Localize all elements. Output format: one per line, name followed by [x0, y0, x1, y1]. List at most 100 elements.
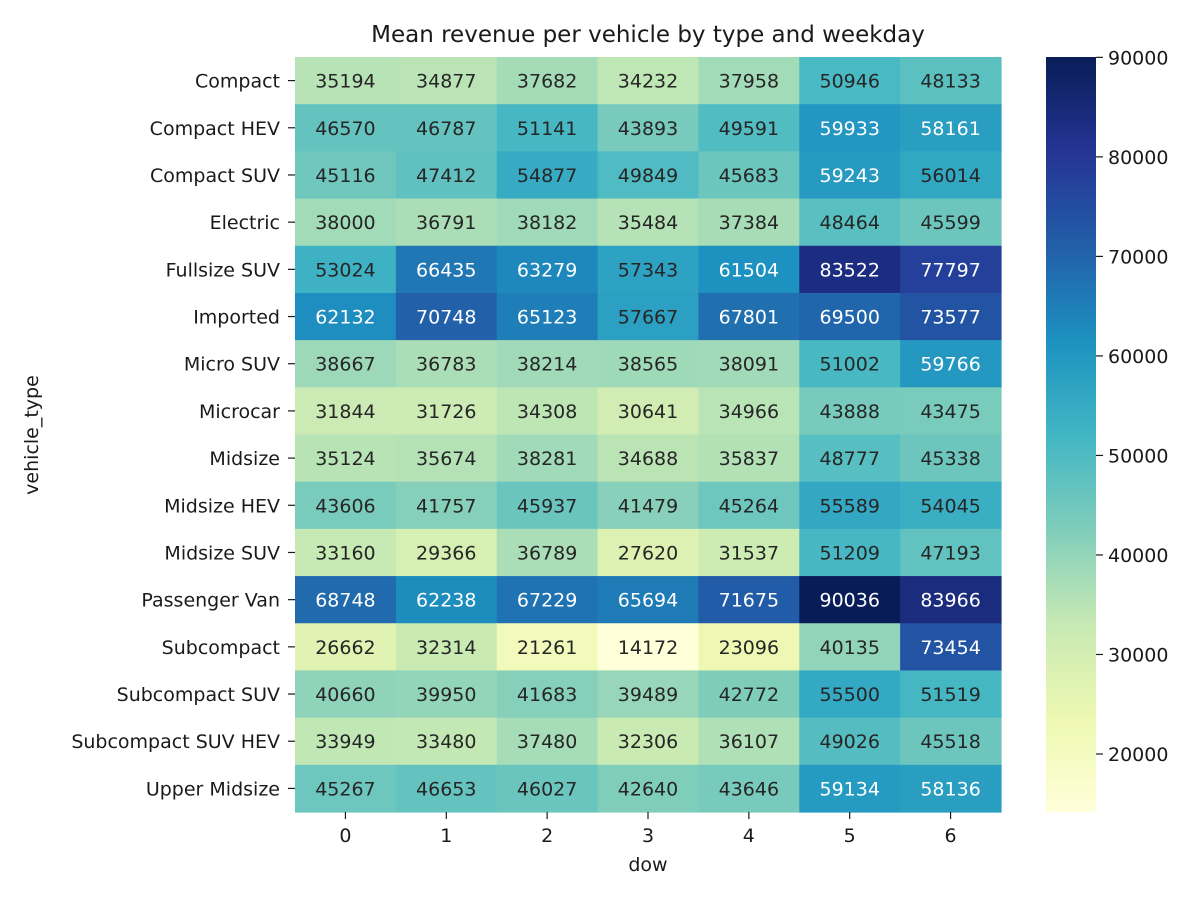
heatmap-cell [597, 717, 700, 766]
heatmap-cell [900, 340, 1002, 388]
cell-value-label: 61504 [719, 259, 779, 281]
heatmap-cell [698, 764, 800, 813]
y-tick-label: Subcompact SUV HEV [71, 731, 280, 753]
heatmap-cell [698, 292, 800, 341]
cell-value-label: 38000 [315, 212, 375, 234]
heatmap-cell [698, 245, 800, 294]
cell-value-label: 36107 [719, 731, 779, 753]
cell-value-label: 49026 [819, 731, 879, 753]
cell-value-label: 35674 [416, 448, 476, 470]
y-tick-label: Compact SUV [150, 165, 280, 187]
cell-value-label: 45264 [719, 495, 779, 517]
cell-value-label: 51141 [517, 118, 577, 140]
cell-value-label: 38091 [719, 354, 779, 376]
cell-value-label: 65123 [517, 307, 577, 329]
cell-value-label: 41479 [618, 495, 678, 517]
heatmap-cell [295, 57, 397, 105]
y-axis-ticks: Compact Compact HEV Compact SUV Electric Ful… [71, 71, 295, 800]
colorbar-tick-label: 20000 [1108, 744, 1168, 766]
heatmap-cell [597, 576, 700, 624]
heatmap-cell [496, 198, 599, 247]
cell-value-label: 57667 [618, 307, 678, 329]
heatmap-cell [395, 104, 498, 152]
y-tick-label: Subcompact SUV [117, 684, 280, 706]
heatmap-cell [496, 623, 599, 672]
cell-value-label: 45116 [315, 165, 375, 187]
heatmap-cell [597, 198, 700, 247]
heatmap-cell [799, 576, 901, 624]
cell-value-label: 39489 [618, 684, 678, 706]
heatmap-cell [295, 670, 397, 719]
cell-value-label: 48777 [819, 448, 879, 470]
cell-value-label: 35194 [315, 71, 375, 93]
heatmap-cell [698, 198, 800, 247]
heatmap-cell [496, 292, 599, 341]
heatmap-cell [900, 57, 1002, 105]
x-tick-label: 1 [440, 825, 452, 847]
cell-value-label: 45267 [315, 778, 375, 800]
heatmap-cell [698, 623, 800, 672]
heatmap-cell [295, 104, 397, 152]
heatmap-cell [597, 434, 700, 483]
heatmap-cell [295, 576, 397, 624]
colorbar-tick-label: 80000 [1108, 147, 1168, 169]
cell-value-label: 31537 [719, 542, 779, 564]
cell-value-label: 73454 [920, 637, 980, 659]
cell-value-label: 40660 [315, 684, 375, 706]
cell-value-label: 42640 [618, 778, 678, 800]
heatmap-cell [698, 434, 800, 483]
y-tick-label: Electric [210, 212, 280, 234]
cell-value-label: 42772 [719, 684, 779, 706]
heatmap-cell [295, 623, 397, 672]
cell-value-label: 38214 [517, 354, 577, 376]
heatmap-cell [799, 387, 901, 436]
cell-value-label: 46653 [416, 778, 476, 800]
heatmap-cell [799, 623, 901, 672]
cell-value-label: 23096 [719, 637, 779, 659]
heatmap-cell [295, 528, 397, 577]
heatmap-cell [799, 764, 901, 813]
y-axis-title: vehicle_type [21, 375, 43, 495]
cell-value-label: 54045 [920, 495, 980, 517]
cell-value-label: 33160 [315, 542, 375, 564]
cell-value-label: 43606 [315, 495, 375, 517]
heatmap-cell [496, 481, 599, 530]
heatmap-cell [295, 292, 397, 341]
cell-value-label: 50946 [819, 71, 879, 93]
cell-value-label: 67229 [517, 590, 577, 612]
cell-value-label: 34688 [618, 448, 678, 470]
cell-value-label: 21261 [517, 637, 577, 659]
heatmap-cell [295, 387, 397, 436]
x-axis-title: dow [628, 854, 667, 876]
cell-value-label: 73577 [920, 307, 980, 329]
cell-value-label: 27620 [618, 542, 678, 564]
x-tick-label: 2 [541, 825, 553, 847]
cell-value-label: 43475 [920, 401, 980, 423]
heatmap-cell [900, 623, 1002, 672]
heatmap-cell [395, 481, 498, 530]
x-axis-ticks: 0 1 2 3 4 5 6 [339, 812, 957, 847]
y-tick-label: Passenger Van [141, 590, 280, 612]
cell-value-label: 62132 [315, 307, 375, 329]
heatmap-cell [597, 670, 700, 719]
y-tick-label: Fullsize SUV [166, 259, 280, 281]
heatmap-cell [900, 717, 1002, 766]
cell-value-label: 40135 [819, 637, 879, 659]
cell-value-label: 53024 [315, 259, 375, 281]
heatmap-cell [295, 198, 397, 247]
cell-value-label: 65694 [618, 590, 678, 612]
cell-value-label: 55500 [819, 684, 879, 706]
cell-value-label: 41757 [416, 495, 476, 517]
cell-value-label: 38565 [618, 354, 678, 376]
heatmap-cell [496, 434, 599, 483]
cell-value-label: 43893 [618, 118, 678, 140]
cell-value-label: 62238 [416, 590, 476, 612]
heatmap-cell [295, 245, 397, 294]
colorbar-tick-label: 50000 [1108, 445, 1168, 467]
heatmap-cell [295, 340, 397, 388]
heatmap-cell [799, 434, 901, 483]
heatmap-cell [698, 576, 800, 624]
cell-value-label: 54877 [517, 165, 577, 187]
cell-value-label: 45338 [920, 448, 980, 470]
cell-value-label: 56014 [920, 165, 980, 187]
